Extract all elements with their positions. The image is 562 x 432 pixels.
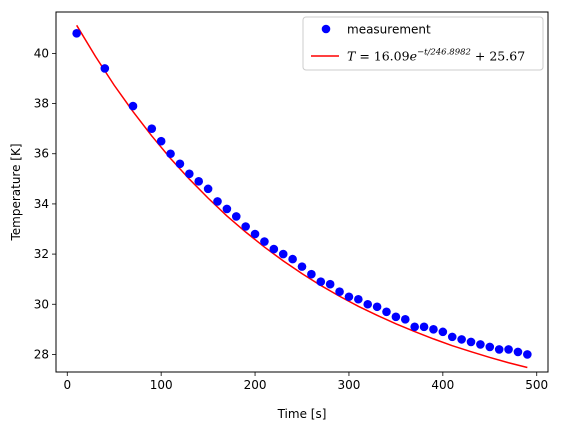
legend-marker-measurement [321, 24, 331, 34]
y-tick-label: 38 [34, 97, 49, 111]
x-tick-label: 0 [63, 378, 71, 392]
x-tick-label: 300 [337, 378, 360, 392]
x-tick-label: 200 [244, 378, 267, 392]
measurement-point [213, 197, 222, 206]
fit-curve-line [76, 24, 528, 369]
legend-fit-exponent: −t/246.8982 [417, 48, 471, 58]
y-tick-label: 28 [34, 347, 49, 361]
y-tick-label: 34 [34, 197, 49, 211]
measurement-point [419, 322, 429, 332]
axes-frame [55, 11, 549, 373]
legend-label-measurement: measurement [347, 23, 431, 37]
measurement-point [513, 347, 523, 357]
y-axis-label: Temperature [K] [9, 143, 23, 241]
measurement-point [372, 302, 382, 312]
measurement-point [147, 124, 157, 133]
measurement-point [222, 204, 232, 214]
x-tick-label: 500 [525, 378, 548, 392]
measurement-point [523, 350, 532, 359]
y-tick-label: 36 [34, 147, 49, 161]
measurement-point [325, 279, 335, 289]
measurement-point [269, 244, 279, 254]
x-axis-label: Time [s] [277, 407, 327, 421]
fit-curve-series [76, 24, 528, 369]
measurement-point [363, 299, 373, 309]
measurement-point [438, 327, 448, 337]
legend: measurement T = 16.09e−t/246.8982 + 25.6… [302, 16, 544, 71]
measurement-point [156, 136, 166, 146]
measurement-point [278, 249, 288, 259]
measurement-point [391, 312, 401, 322]
measurement-point [175, 159, 185, 169]
y-tick-label: 40 [34, 46, 49, 60]
measurement-point [504, 345, 513, 354]
measurement-point [72, 29, 81, 38]
legend-box [302, 16, 544, 71]
legend-fit-base: e [410, 49, 417, 64]
measurement-point [429, 325, 438, 334]
y-tick-label: 32 [34, 247, 49, 261]
y-tick-label: 30 [34, 297, 49, 311]
measurement-point [466, 337, 476, 347]
measurement-point [400, 315, 410, 324]
measurement-point [203, 184, 213, 194]
measurement-point [241, 222, 250, 231]
x-axis: 0 100 200 300 400 500 [63, 372, 548, 392]
x-tick-label: 400 [431, 378, 454, 392]
measurement-point [457, 335, 466, 344]
measurement-point [100, 64, 110, 73]
measurement-point [260, 237, 269, 246]
measurement-point [307, 269, 316, 279]
measurement-point [231, 212, 241, 221]
measurement-series [72, 29, 532, 359]
measurement-point [410, 322, 419, 332]
measurement-point [185, 169, 194, 179]
measurement-point [288, 254, 297, 264]
measurement-point [476, 340, 485, 349]
legend-fit-lhs: T [347, 49, 357, 64]
measurement-point [494, 345, 504, 354]
legend-fit-offset: + 25.67 [471, 49, 525, 64]
measurement-point [194, 177, 204, 186]
measurement-point [485, 342, 495, 352]
measurement-point [335, 287, 344, 297]
measurement-point [128, 101, 138, 111]
measurement-point [250, 229, 260, 239]
measurement-point [447, 332, 457, 342]
x-tick-label: 100 [150, 378, 173, 392]
measurement-point [297, 262, 307, 271]
measurement-point [344, 292, 354, 302]
legend-label-fit: T = 16.09e−t/246.8982 + 25.67 [347, 48, 525, 64]
measurement-point [354, 294, 363, 304]
legend-fit-coef: = 16.09 [355, 49, 409, 64]
measurement-point [166, 149, 175, 159]
measurement-point [382, 307, 391, 317]
measurement-point [316, 277, 326, 286]
y-axis: 28 30 32 34 36 38 40 [34, 46, 56, 361]
